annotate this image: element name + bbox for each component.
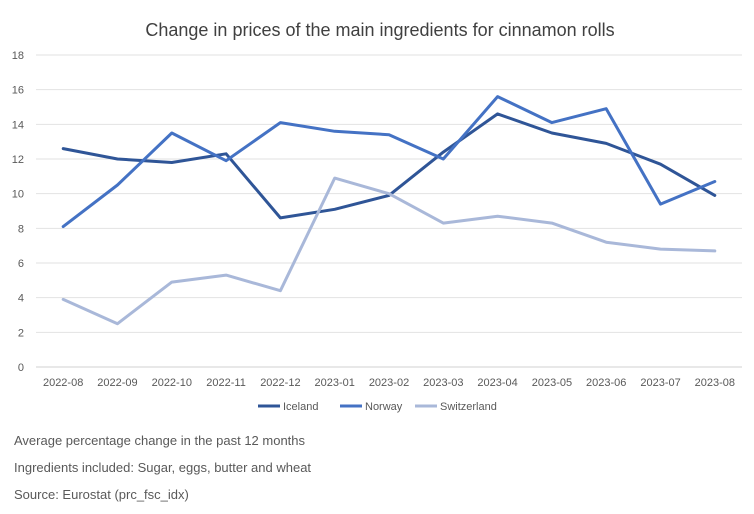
legend-label: Norway xyxy=(365,401,403,413)
note-ingredients: Ingredients included: Sugar, eggs, butte… xyxy=(14,460,312,475)
legend-item-norway: Norway xyxy=(340,401,403,413)
y-tick-label: 6 xyxy=(18,258,24,270)
y-tick-label: 10 xyxy=(12,189,24,201)
x-axis: 2022-08 2022-09 2022-10 2022-11 2022-12 2023-… xyxy=(43,377,735,389)
legend: Iceland Norway Switzerland xyxy=(258,401,497,413)
x-tick-label: 2023-07 xyxy=(640,377,680,389)
x-tick-label: 2023-01 xyxy=(315,377,355,389)
chart-notes: Average percentage change in the past 12… xyxy=(14,427,311,508)
x-tick-label: 2023-03 xyxy=(423,377,463,389)
y-axis: 0 2 4 6 8 10 12 14 16 18 xyxy=(12,50,24,374)
x-tick-label: 2022-09 xyxy=(97,377,137,389)
series-line-norway xyxy=(61,95,717,229)
note-source: Source: Eurostat (prc_fsc_idx) xyxy=(14,487,189,502)
note-description: Average percentage change in the past 12… xyxy=(14,433,306,448)
x-tick-label: 2022-12 xyxy=(260,377,300,389)
y-tick-label: 8 xyxy=(18,223,24,235)
y-tick-label: 4 xyxy=(18,293,24,305)
x-tick-label: 2023-02 xyxy=(369,377,409,389)
legend-item-switzerland: Switzerland xyxy=(415,401,497,413)
x-tick-label: 2022-10 xyxy=(152,377,192,389)
y-tick-label: 2 xyxy=(18,327,24,339)
y-tick-label: 16 xyxy=(12,85,24,97)
chart-title: Change in prices of the main ingredients… xyxy=(145,20,614,40)
x-tick-label: 2022-08 xyxy=(43,377,83,389)
series-lines xyxy=(61,95,717,326)
y-tick-label: 18 xyxy=(12,50,24,62)
x-tick-label: 2023-04 xyxy=(477,377,517,389)
legend-label: Switzerland xyxy=(440,401,497,413)
series-line-switzerland xyxy=(61,176,717,326)
legend-item-iceland: Iceland xyxy=(258,401,318,413)
gridlines xyxy=(36,54,742,368)
x-tick-label: 2022-11 xyxy=(206,377,246,389)
y-tick-label: 0 xyxy=(18,362,24,374)
x-tick-label: 2023-06 xyxy=(586,377,626,389)
x-tick-label: 2023-08 xyxy=(695,377,735,389)
y-tick-label: 12 xyxy=(12,154,24,166)
legend-label: Iceland xyxy=(283,401,318,413)
y-tick-label: 14 xyxy=(12,119,24,131)
line-chart: Change in prices of the main ingredients… xyxy=(12,20,742,413)
x-tick-label: 2023-05 xyxy=(532,377,572,389)
